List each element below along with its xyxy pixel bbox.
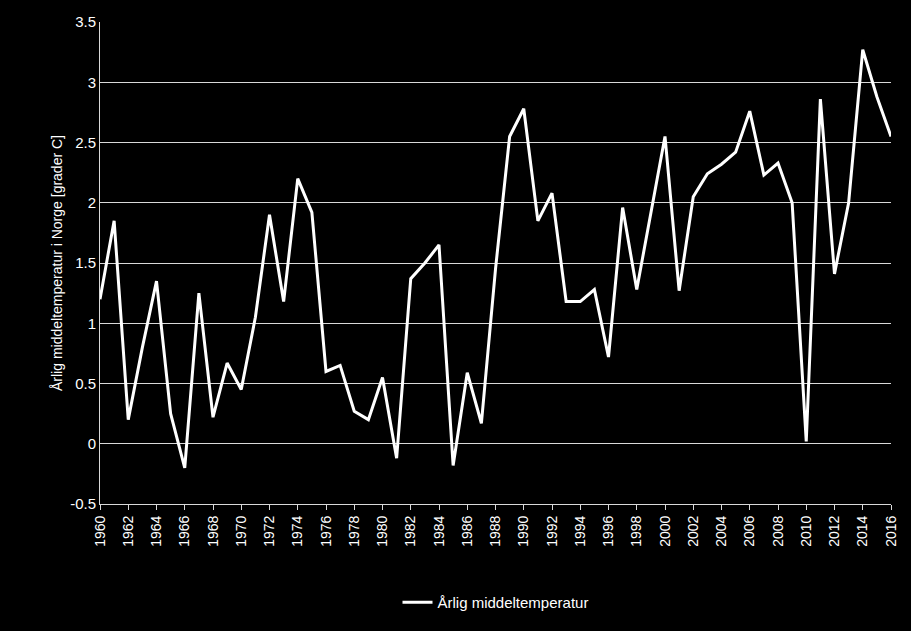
svg-text:2006: 2006 bbox=[741, 515, 757, 546]
svg-text:1982: 1982 bbox=[402, 515, 418, 546]
svg-text:2010: 2010 bbox=[798, 515, 814, 546]
svg-text:2016: 2016 bbox=[883, 515, 899, 546]
svg-text:1990: 1990 bbox=[515, 515, 531, 546]
svg-text:2.5: 2.5 bbox=[75, 134, 96, 151]
svg-text:2012: 2012 bbox=[826, 515, 842, 546]
svg-text:1966: 1966 bbox=[176, 515, 192, 546]
svg-text:1984: 1984 bbox=[431, 515, 447, 546]
svg-text:0.5: 0.5 bbox=[75, 375, 96, 392]
svg-text:1968: 1968 bbox=[205, 515, 221, 546]
svg-text:1962: 1962 bbox=[120, 515, 136, 546]
svg-text:3: 3 bbox=[88, 74, 96, 91]
svg-text:2: 2 bbox=[88, 194, 96, 211]
svg-text:1964: 1964 bbox=[148, 515, 164, 546]
svg-text:2000: 2000 bbox=[657, 515, 673, 546]
svg-text:-0.5: -0.5 bbox=[70, 495, 96, 512]
svg-text:1.5: 1.5 bbox=[75, 254, 96, 271]
svg-text:3.5: 3.5 bbox=[75, 13, 96, 30]
svg-text:2014: 2014 bbox=[854, 515, 870, 546]
svg-text:1976: 1976 bbox=[318, 515, 334, 546]
svg-text:1994: 1994 bbox=[572, 515, 588, 546]
svg-text:Årlig middeltemperatur i Norge: Årlig middeltemperatur i Norge [grader C… bbox=[49, 135, 65, 391]
svg-text:1986: 1986 bbox=[459, 515, 475, 546]
svg-text:1974: 1974 bbox=[289, 515, 305, 546]
svg-text:1988: 1988 bbox=[487, 515, 503, 546]
svg-text:0: 0 bbox=[88, 435, 96, 452]
svg-text:1998: 1998 bbox=[628, 515, 644, 546]
svg-text:2008: 2008 bbox=[770, 515, 786, 546]
svg-text:1: 1 bbox=[88, 315, 96, 332]
svg-text:Årlig middeltemperatur: Årlig middeltemperatur bbox=[438, 594, 589, 611]
svg-text:1996: 1996 bbox=[600, 515, 616, 546]
svg-text:2004: 2004 bbox=[713, 515, 729, 546]
svg-text:2002: 2002 bbox=[685, 515, 701, 546]
svg-text:1972: 1972 bbox=[261, 515, 277, 546]
svg-text:1960: 1960 bbox=[92, 515, 108, 546]
svg-text:1970: 1970 bbox=[233, 515, 249, 546]
svg-text:1978: 1978 bbox=[346, 515, 362, 546]
svg-text:1992: 1992 bbox=[544, 515, 560, 546]
svg-text:1980: 1980 bbox=[374, 515, 390, 546]
